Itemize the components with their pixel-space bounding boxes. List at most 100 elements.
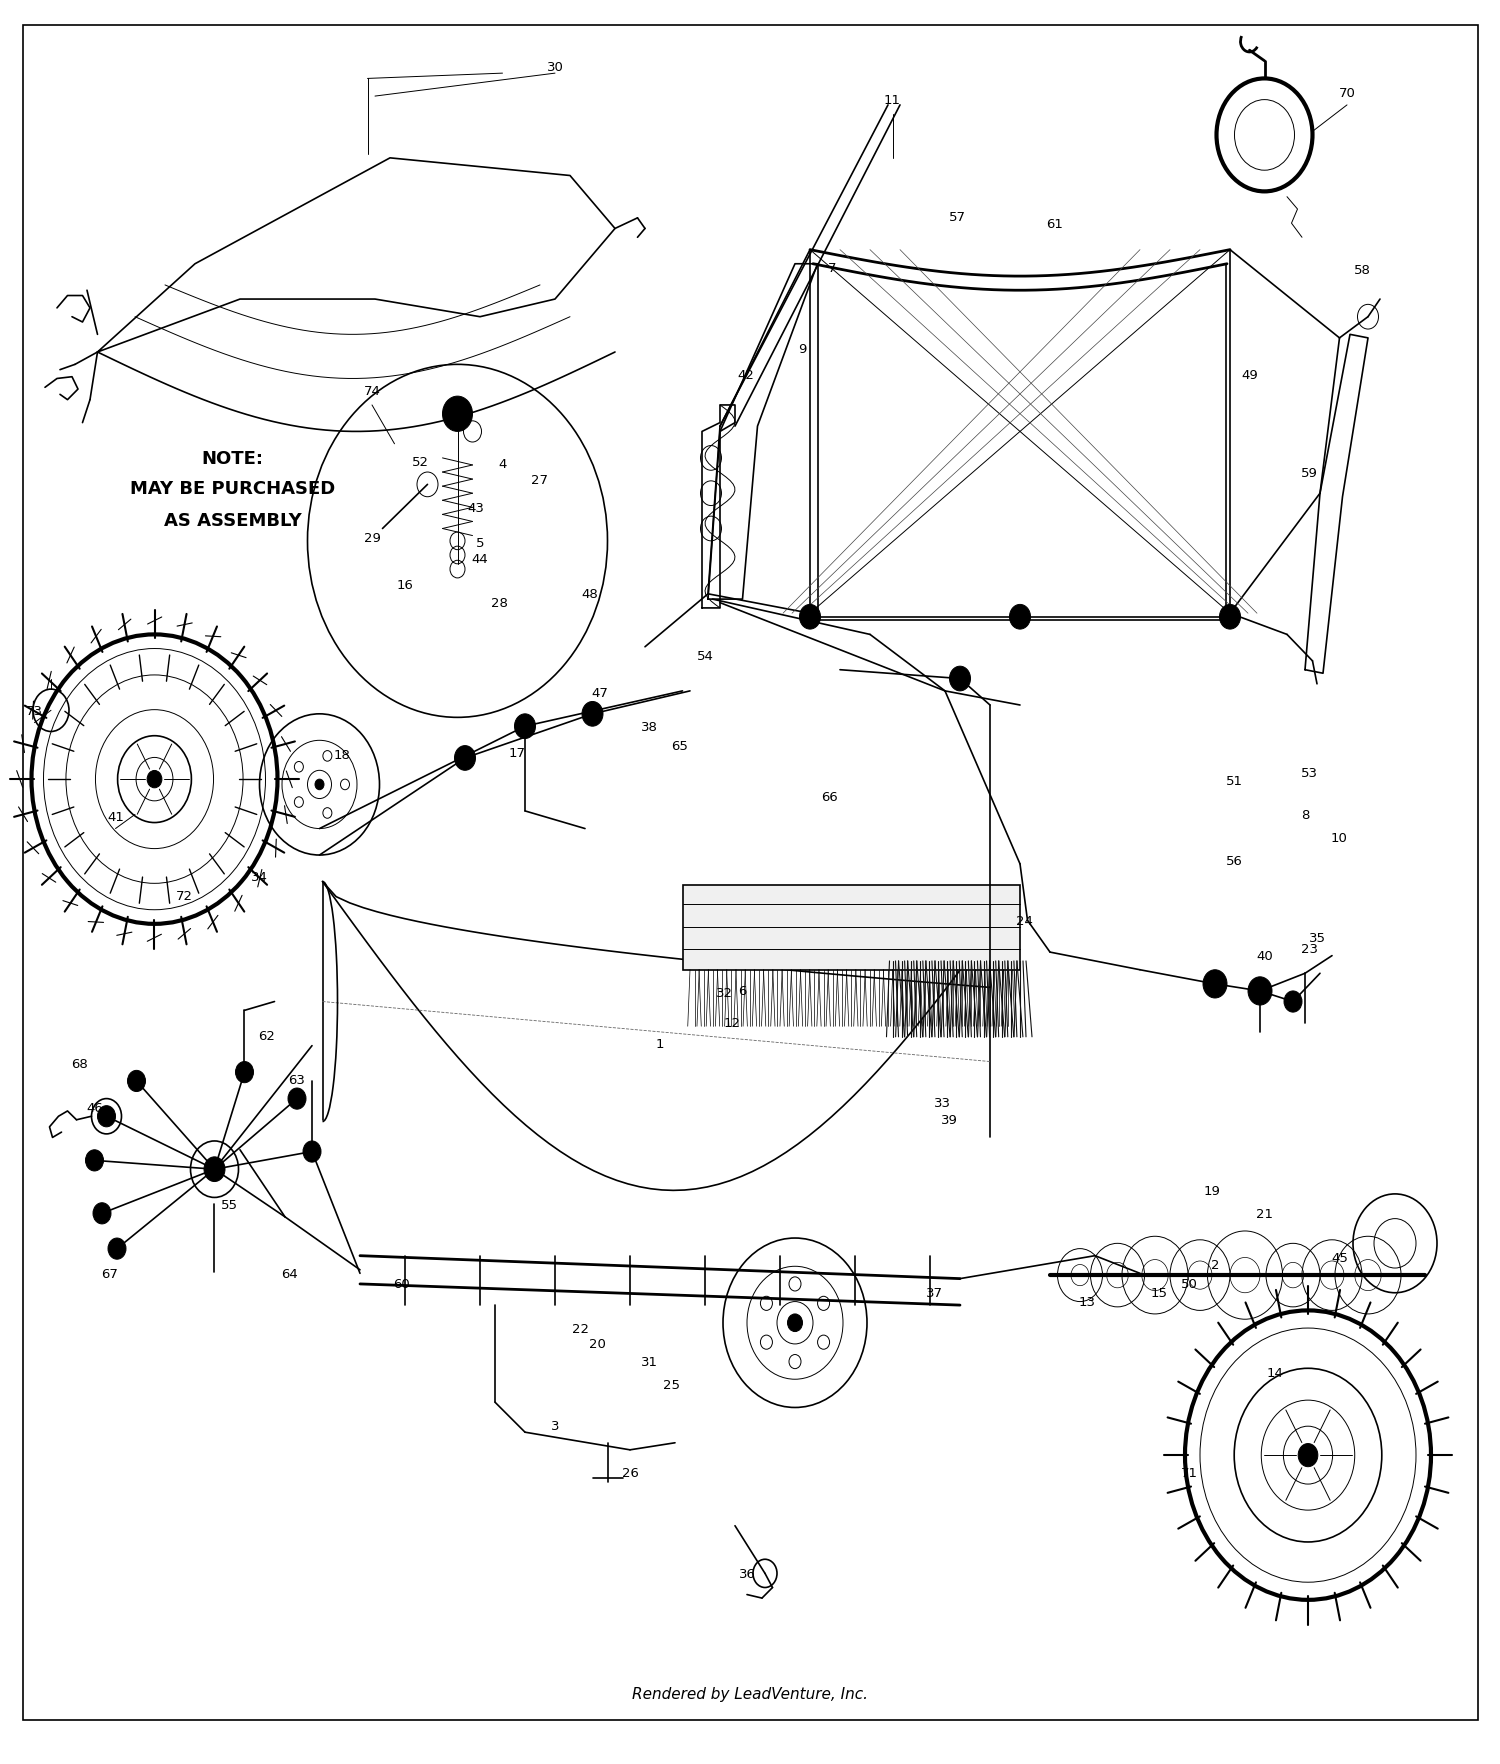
Text: 70: 70 [1338,86,1356,101]
Circle shape [442,397,472,432]
Circle shape [1203,970,1227,998]
Text: 62: 62 [258,1028,276,1043]
Text: 39: 39 [940,1113,958,1127]
Text: 42: 42 [736,369,754,383]
Circle shape [800,605,820,630]
Text: 65: 65 [670,739,688,753]
Circle shape [1220,605,1240,630]
Text: 59: 59 [1300,466,1318,480]
Text: 12: 12 [723,1016,741,1030]
Circle shape [236,1062,254,1083]
Text: 66: 66 [821,790,839,804]
Circle shape [128,1071,146,1092]
Text: 10: 10 [1330,831,1348,845]
Text: 17: 17 [509,746,526,760]
Text: 22: 22 [572,1321,590,1335]
Text: Rendered by LeadVenture, Inc.: Rendered by LeadVenture, Inc. [632,1686,868,1700]
Text: 23: 23 [1300,942,1318,956]
Text: 51: 51 [1226,774,1244,789]
Circle shape [950,667,970,691]
Text: 25: 25 [663,1378,681,1392]
Text: 34: 34 [251,870,268,884]
Text: 11: 11 [884,93,902,108]
Text: 60: 60 [393,1277,411,1291]
Text: 2: 2 [1210,1258,1219,1272]
Text: 52: 52 [411,455,429,469]
Text: 37: 37 [926,1286,944,1300]
Text: 56: 56 [1226,854,1244,868]
Circle shape [204,1157,225,1182]
Text: 14: 14 [1266,1365,1284,1379]
Circle shape [98,1106,116,1127]
Text: 69: 69 [86,1154,104,1168]
Text: 20: 20 [588,1337,606,1351]
Text: 33: 33 [933,1095,951,1110]
Text: 50: 50 [1180,1277,1198,1291]
Circle shape [147,771,162,789]
Text: 58: 58 [1353,263,1371,277]
Circle shape [1010,605,1031,630]
Text: 26: 26 [621,1466,639,1480]
Circle shape [303,1141,321,1162]
Circle shape [582,702,603,727]
Text: 49: 49 [1240,369,1258,383]
Text: 28: 28 [490,596,508,610]
Text: 35: 35 [1308,931,1326,946]
Text: 57: 57 [948,210,966,224]
Circle shape [1284,991,1302,1013]
Text: 9: 9 [798,342,807,356]
Circle shape [86,1150,104,1171]
Text: 36: 36 [738,1566,756,1581]
Text: 45: 45 [1330,1251,1348,1265]
Circle shape [93,1203,111,1224]
Text: 7: 7 [828,261,837,275]
Text: 24: 24 [1016,914,1034,928]
Text: 19: 19 [1203,1184,1221,1198]
Text: 54: 54 [696,649,714,663]
Text: 72: 72 [176,889,194,903]
Circle shape [108,1238,126,1259]
Text: 29: 29 [363,531,381,545]
Text: 40: 40 [1256,949,1274,963]
Text: 64: 64 [280,1267,298,1281]
Text: 6: 6 [738,984,747,998]
Text: 1: 1 [656,1037,664,1051]
Text: 4: 4 [498,457,507,471]
Text: 43: 43 [466,501,484,515]
Circle shape [288,1088,306,1110]
Circle shape [788,1314,802,1332]
Text: 3: 3 [550,1418,560,1432]
Text: 30: 30 [546,60,564,74]
Text: 18: 18 [333,748,351,762]
Text: 71: 71 [1180,1466,1198,1480]
Text: 32: 32 [716,986,734,1000]
Circle shape [1248,977,1272,1005]
Circle shape [1298,1443,1318,1468]
Text: AS ASSEMBLY: AS ASSEMBLY [164,512,302,529]
Text: 41: 41 [106,810,124,824]
Text: 47: 47 [591,686,609,700]
Text: MAY BE PURCHASED: MAY BE PURCHASED [130,480,334,497]
Text: 44: 44 [471,552,489,566]
Text: 8: 8 [1300,808,1310,822]
Circle shape [1234,101,1294,171]
Text: 73: 73 [26,704,44,718]
Text: 27: 27 [531,473,549,487]
Text: 16: 16 [396,579,414,593]
Circle shape [454,746,476,771]
Text: 53: 53 [1300,766,1318,780]
Bar [682,886,1020,970]
Text: 5: 5 [476,536,484,550]
Text: 46: 46 [86,1101,104,1115]
Text: 67: 67 [100,1267,118,1281]
Text: 13: 13 [1078,1295,1096,1309]
Text: 15: 15 [1150,1286,1168,1300]
Text: 61: 61 [1046,217,1064,231]
Text: 21: 21 [1256,1207,1274,1221]
Text: 31: 31 [640,1355,658,1369]
Text: 48: 48 [580,587,598,602]
Text: 38: 38 [640,720,658,734]
Text: 55: 55 [220,1198,238,1212]
Text: 63: 63 [288,1073,306,1087]
Circle shape [315,780,324,790]
